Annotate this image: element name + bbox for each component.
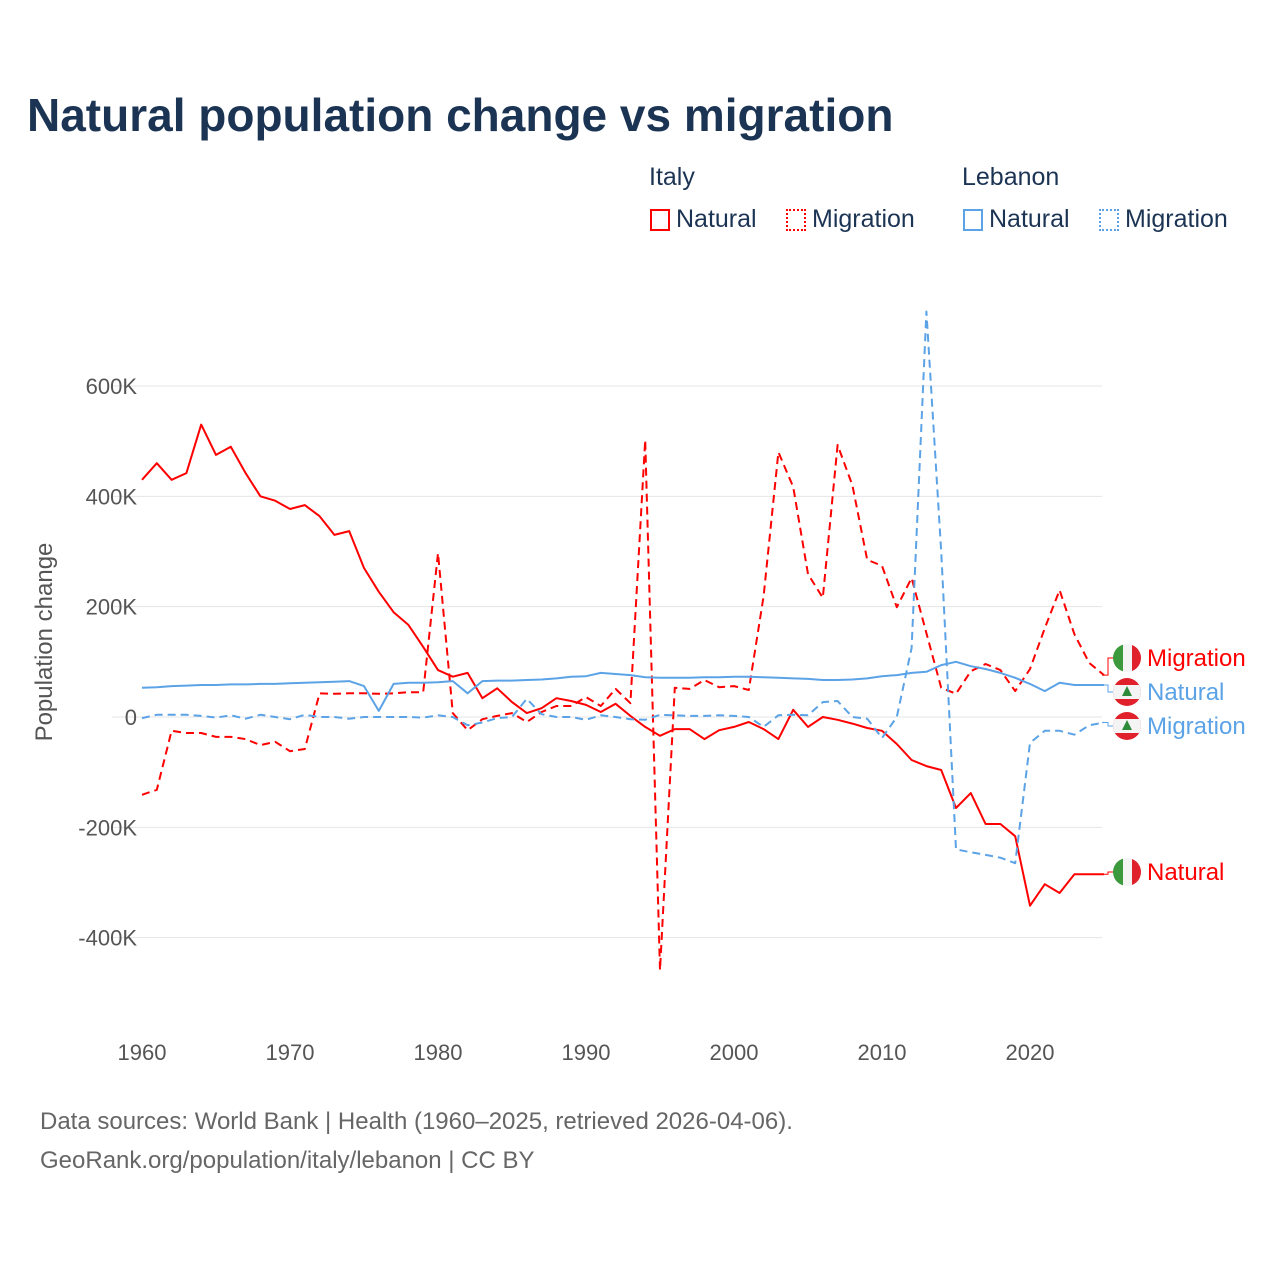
label-connector	[1102, 684, 1114, 693]
y-tick-label: -400K	[78, 926, 137, 951]
label-connector	[1102, 657, 1114, 676]
legend-lebanon-natural[interactable]: Natural	[963, 205, 1070, 234]
legend-swatch-solid	[963, 208, 983, 231]
x-tick-label: 2000	[710, 1040, 759, 1065]
x-tick-label: 2010	[858, 1040, 907, 1065]
flag-red	[1132, 644, 1141, 672]
legend-label: Migration	[812, 205, 915, 233]
x-tick-label: 2020	[1006, 1040, 1055, 1065]
lebanon-flag-icon	[1113, 712, 1141, 740]
y-tick-label: 600K	[86, 374, 138, 399]
italy-flag-icon	[1113, 858, 1141, 886]
y-tick-label: 400K	[86, 484, 138, 509]
flag-green	[1113, 858, 1123, 886]
legend-italy-natural[interactable]: Natural	[650, 205, 757, 234]
y-tick-label: 0	[125, 705, 137, 730]
legend-label: Migration	[1125, 205, 1228, 233]
label-connector	[1102, 722, 1114, 727]
legend-group-lebanon: Lebanon	[962, 163, 1060, 191]
footer-attribution: GeoRank.org/population/italy/lebanon | C…	[40, 1147, 535, 1174]
y-axis-label: Population change	[31, 543, 58, 742]
y-tick-label: 200K	[86, 595, 138, 620]
end-label-lebanon-natural: Natural	[1147, 679, 1224, 706]
legend-group-italy: Italy	[649, 163, 695, 191]
italy-flag-icon	[1113, 644, 1141, 672]
legend-swatch-dotted	[786, 208, 806, 231]
flag-stripes	[1113, 858, 1141, 886]
lebanon-flag-icon	[1113, 678, 1141, 706]
label-connector	[1102, 871, 1114, 875]
flag-green	[1113, 644, 1123, 672]
x-tick-label: 1960	[118, 1040, 167, 1065]
legend-swatch-dotted	[1099, 208, 1119, 231]
y-tick-label: -200K	[78, 815, 137, 840]
flag-white	[1123, 644, 1132, 672]
series-line-italy-migration	[141, 439, 1105, 972]
cedar-tree-icon	[1122, 686, 1132, 696]
series-line-lebanon-natural	[141, 660, 1104, 712]
flag-stripes	[1113, 712, 1141, 740]
end-label-italy-migration: Migration	[1147, 645, 1246, 672]
series-line-lebanon-migration	[141, 310, 1105, 865]
footer-sources: Data sources: World Bank | Health (1960–…	[40, 1108, 793, 1135]
legend-lebanon-migration[interactable]: Migration	[1099, 205, 1228, 234]
flag-stripes	[1113, 678, 1141, 706]
x-tick-label: 1980	[414, 1040, 463, 1065]
legend-swatch-solid	[650, 208, 670, 231]
x-tick-label: 1970	[266, 1040, 315, 1065]
cedar-tree-icon	[1122, 720, 1132, 730]
end-label-lebanon-migration: Migration	[1147, 713, 1246, 740]
legend-label: Natural	[989, 205, 1070, 233]
series-line-italy-natural	[141, 423, 1104, 907]
flag-red	[1132, 858, 1141, 886]
end-label-italy-natural: Natural	[1147, 859, 1224, 886]
chart-title: Natural population change vs migration	[27, 89, 894, 141]
x-tick-label: 1990	[562, 1040, 611, 1065]
legend-italy-migration[interactable]: Migration	[786, 205, 915, 234]
flag-white	[1123, 858, 1132, 886]
legend-label: Natural	[676, 205, 757, 233]
flag-stripes	[1113, 644, 1141, 672]
